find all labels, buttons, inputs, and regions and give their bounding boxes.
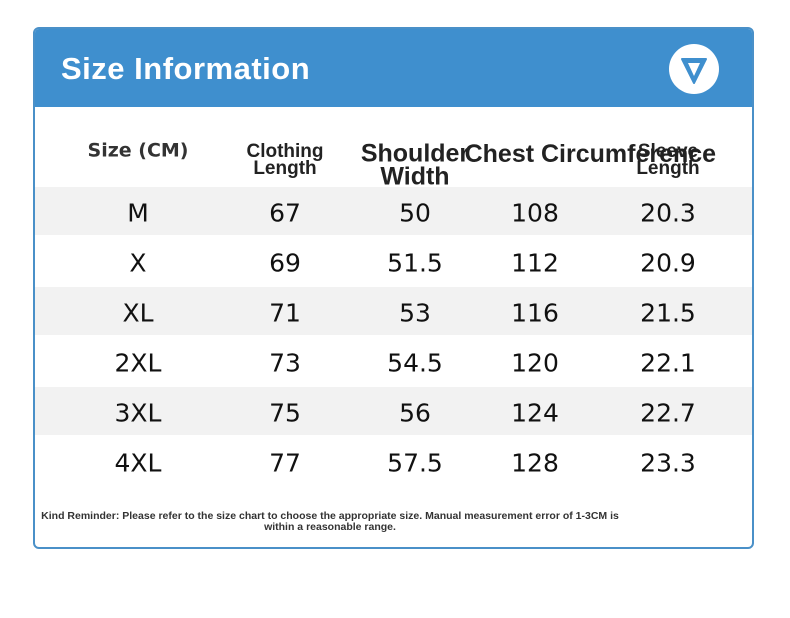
table-cell: 4XL	[114, 448, 162, 478]
table-cell: 53	[399, 298, 431, 328]
column-header: Sleeve Length	[636, 140, 700, 179]
table-cell: M	[127, 198, 149, 228]
table-cell: 77	[269, 448, 301, 478]
table-cell: 71	[269, 298, 301, 328]
table-cell: 75	[269, 398, 301, 428]
table-cell: 57.5	[387, 448, 443, 478]
table-row	[35, 287, 752, 335]
table-cell: 69	[269, 248, 301, 278]
table-cell: 21.5	[640, 298, 696, 328]
size-card: Size Information Kind Reminder: Please r…	[33, 27, 754, 549]
table-cell: 120	[511, 348, 559, 378]
table-cell: 56	[399, 398, 431, 428]
table-cell: 54.5	[387, 348, 443, 378]
table-row	[35, 387, 752, 435]
table-cell: 112	[511, 248, 559, 278]
table-cell: 51.5	[387, 248, 443, 278]
table-cell: 128	[511, 448, 559, 478]
table-cell: 50	[399, 198, 431, 228]
table-cell: 22.1	[640, 348, 696, 378]
table-cell: 108	[511, 198, 559, 228]
table-row	[35, 187, 752, 235]
column-header: Clothing Length	[246, 140, 324, 179]
reminder-note: Kind Reminder: Please refer to the size …	[41, 510, 619, 533]
table-cell: 2XL	[114, 348, 162, 378]
table-cell: 124	[511, 398, 559, 428]
table-cell: 67	[269, 198, 301, 228]
table-cell: XL	[122, 298, 154, 328]
table-cell: 23.3	[640, 448, 696, 478]
column-header: Size (CM)	[87, 139, 189, 162]
title: Size Information	[61, 51, 311, 86]
table-cell: 73	[269, 348, 301, 378]
table-cell: 20.3	[640, 198, 696, 228]
table-cell: 3XL	[114, 398, 162, 428]
dropdown-icon[interactable]	[668, 43, 720, 95]
table-cell: 22.7	[640, 398, 696, 428]
table-cell: 20.9	[640, 248, 696, 278]
table-cell: 116	[511, 298, 559, 328]
header-band: Size Information	[35, 29, 752, 107]
table-cell: X	[129, 248, 147, 278]
column-header: Shoulder Width	[360, 139, 470, 190]
column-header: Chest Circumference	[464, 139, 717, 168]
